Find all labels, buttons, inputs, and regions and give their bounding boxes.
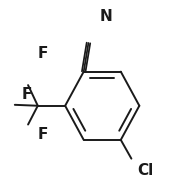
- Text: F: F: [38, 46, 48, 61]
- Text: F: F: [22, 87, 32, 102]
- Text: F: F: [38, 127, 48, 142]
- Text: N: N: [99, 9, 112, 24]
- Text: Cl: Cl: [137, 163, 154, 178]
